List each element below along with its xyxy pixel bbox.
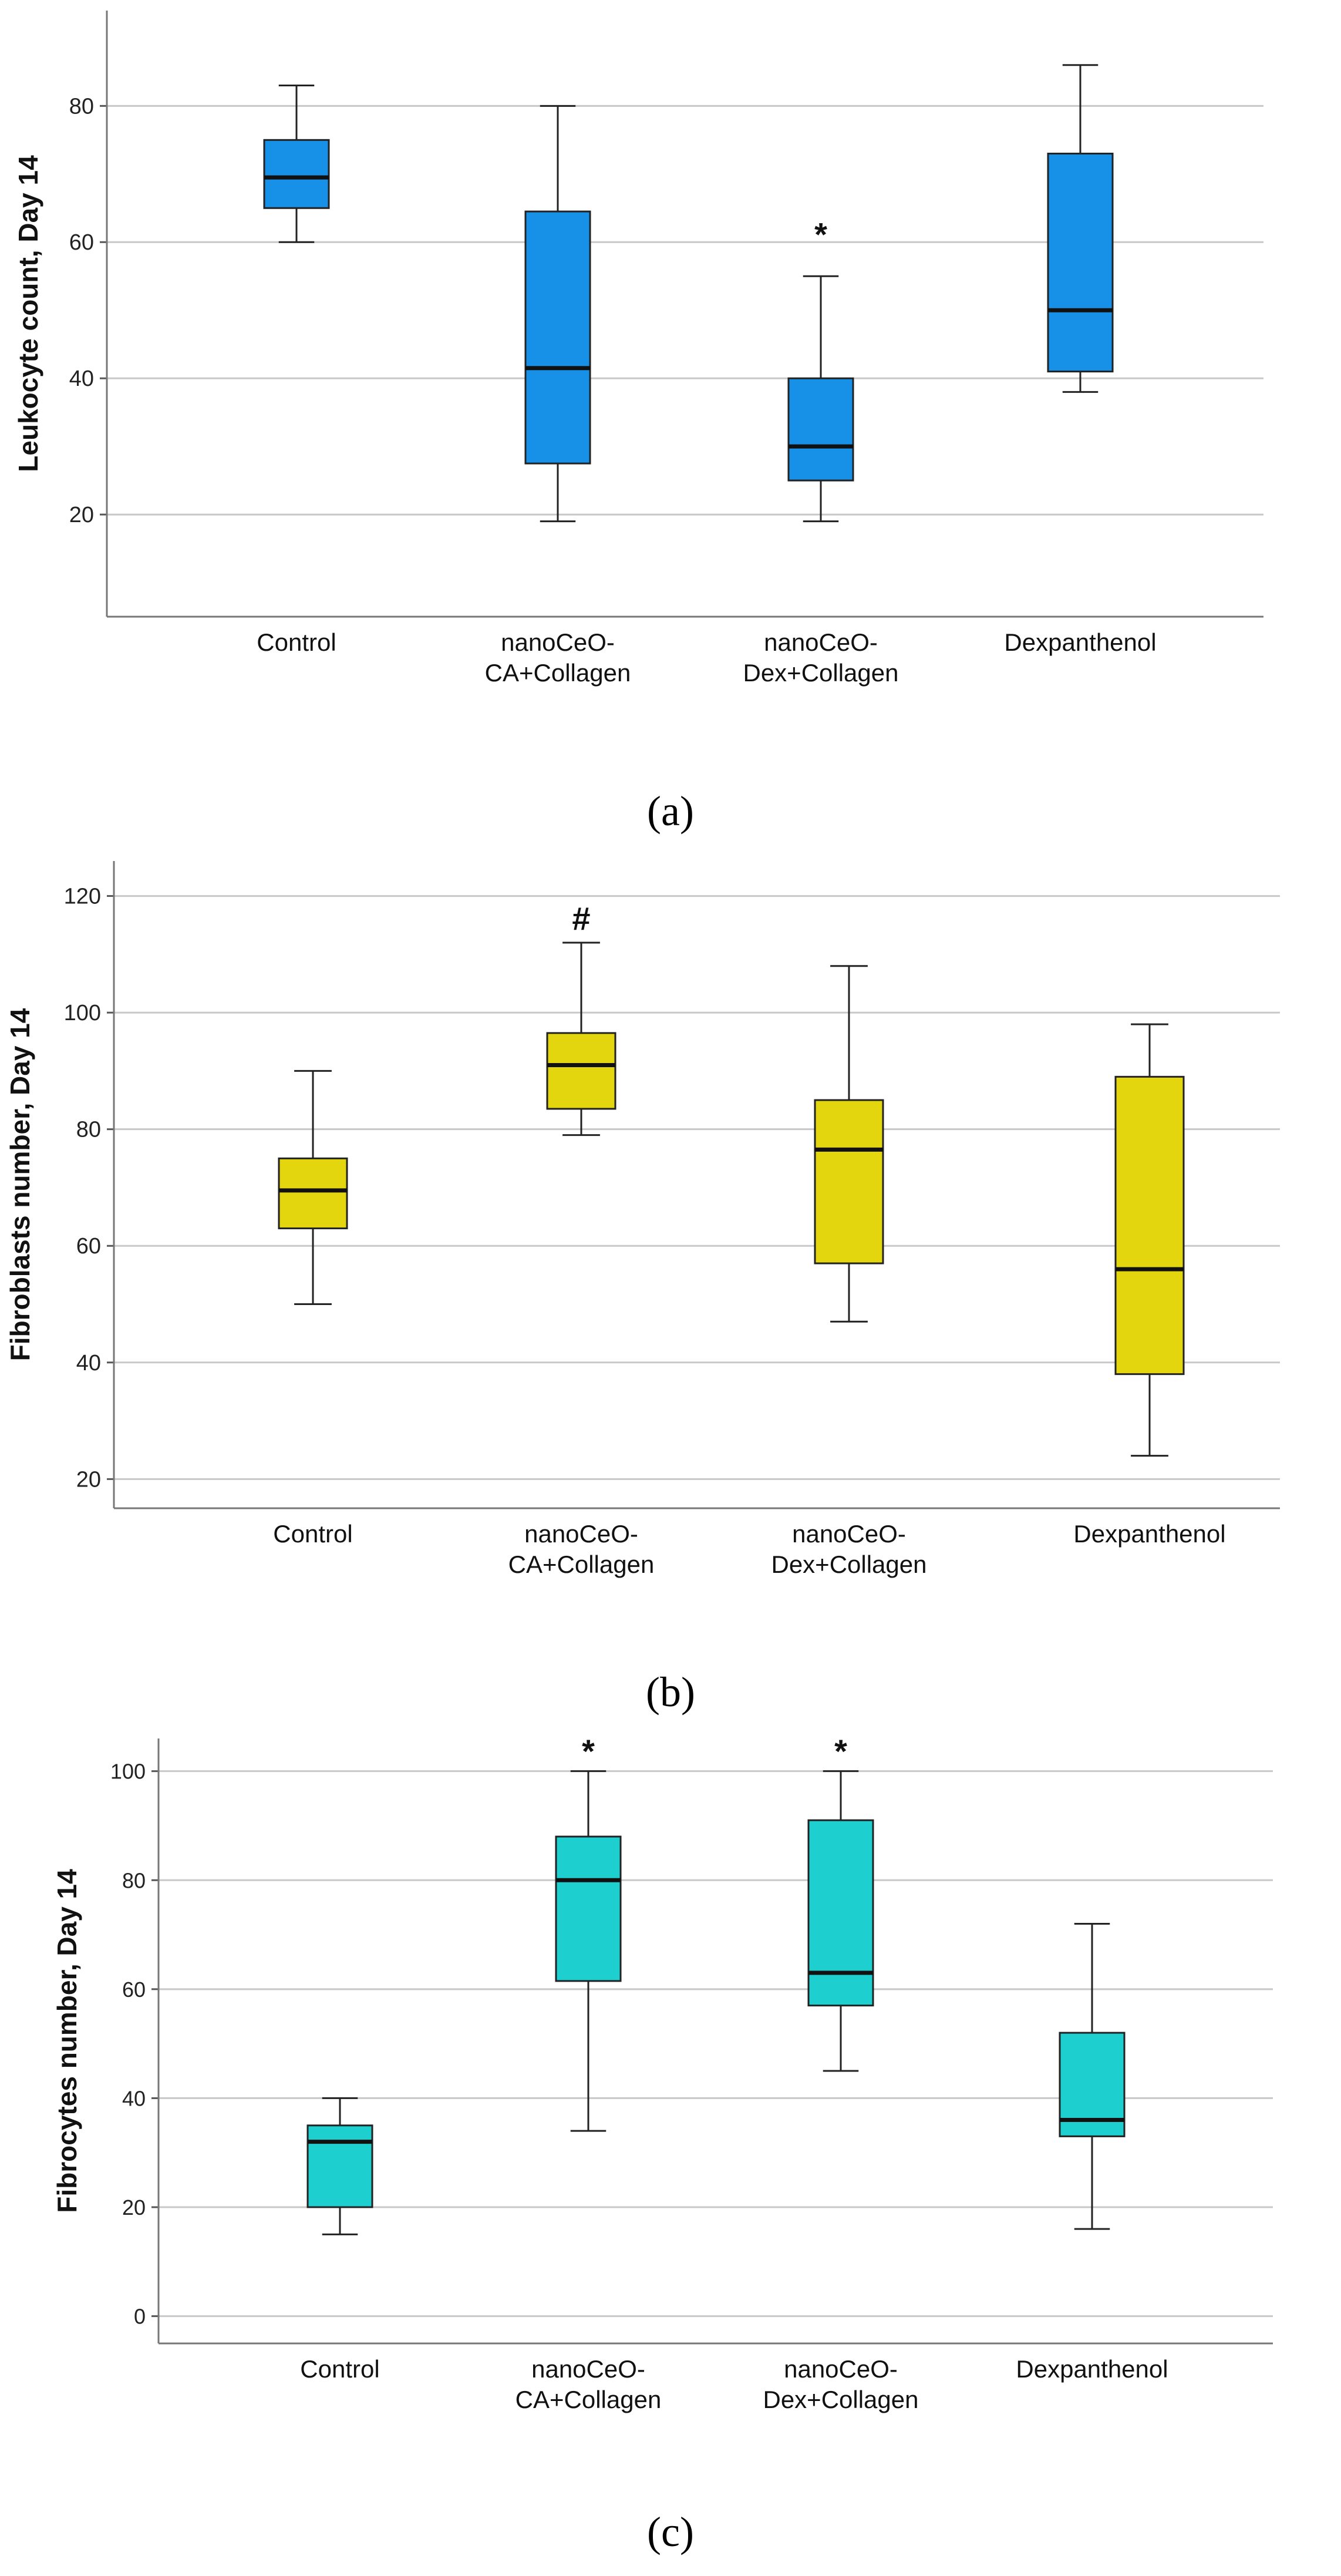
x-category-label: Control: [273, 1520, 352, 1548]
y-tick-label: 40: [69, 366, 94, 391]
box-3: [814, 965, 884, 1323]
box-1: [263, 85, 330, 243]
box-1: [306, 2097, 373, 2235]
box-iqr: [278, 1157, 348, 1229]
box-iqr: [814, 1099, 884, 1265]
x-category-label: nanoCeO-Dex+Collagen: [743, 628, 898, 687]
y-tick-label: 40: [76, 1351, 101, 1376]
box-iqr: [263, 139, 330, 209]
y-tick-label: 20: [122, 2195, 146, 2219]
box-iqr: [787, 377, 854, 482]
chart-a-leukocyte: 20 40 60 80 Leukocyte count, Day 14 Control na…: [13, 11, 1263, 687]
x-category-label: Dexpanthenol: [1073, 1520, 1225, 1548]
x-category-label: Control: [300, 2355, 379, 2383]
box-1: [278, 1070, 348, 1306]
y-tick-label: 60: [122, 1978, 146, 2002]
y-axis-label: Leukocyte count, Day 14: [13, 155, 43, 472]
box-3: [807, 1770, 874, 2072]
y-tick-label: 100: [64, 1001, 101, 1025]
x-category-label: nanoCeO-CA+Collagen: [508, 1520, 655, 1578]
panel-caption-a: (a): [647, 788, 694, 835]
box-iqr: [1047, 153, 1114, 373]
y-axis-label: Fibrocytes number, Day 14: [52, 1869, 82, 2213]
box-2: [546, 941, 616, 1136]
box-2: [524, 105, 591, 523]
panel-caption-c: (c): [647, 2508, 694, 2555]
y-tick-label: 80: [122, 1868, 146, 1892]
box-2: [555, 1770, 622, 2132]
box-iqr: [546, 1032, 616, 1110]
y-tick-label: 0: [134, 2305, 146, 2329]
y-tick-label: 80: [69, 94, 94, 119]
y-tick-label: 120: [64, 885, 101, 909]
box-iqr: [555, 1835, 622, 1982]
significance-marker: *: [834, 1733, 847, 1770]
significance-marker: *: [582, 1733, 595, 1770]
x-category-label: nanoCeO-CA+Collagen: [515, 2355, 662, 2413]
box-3: [787, 275, 854, 523]
chart-c-fibrocytes: 0 20 40 60 80 100 Fibrocytes number, Day 14 Con…: [52, 1733, 1273, 2413]
box-iqr: [306, 2124, 373, 2208]
panel-caption-b: (b): [646, 1669, 695, 1716]
significance-marker: *: [814, 216, 827, 253]
y-tick-label: 60: [69, 230, 94, 255]
box-iqr: [807, 1819, 874, 2007]
significance-marker: #: [572, 900, 590, 937]
box-4: [1047, 64, 1114, 393]
y-tick-label: 60: [76, 1234, 101, 1259]
x-category-label: nanoCeO-Dex+Collagen: [771, 1520, 926, 1578]
y-tick-label: 20: [69, 503, 94, 527]
x-category-label: nanoCeO-CA+Collagen: [485, 628, 631, 687]
x-category-label: nanoCeO-Dex+Collagen: [763, 2355, 918, 2413]
x-category-label: Dexpanthenol: [1016, 2355, 1168, 2383]
y-axis-label: Fibroblasts number, Day 14: [5, 1008, 35, 1361]
chart-b-fibroblasts: 20 40 60 80 100 120 Fibroblasts number, Day 14…: [5, 861, 1280, 1578]
box-4: [1059, 1922, 1126, 2230]
y-tick-label: 20: [76, 1467, 101, 1492]
box-4: [1114, 1023, 1185, 1457]
y-tick-label: 100: [110, 1760, 146, 1784]
y-tick-label: 40: [122, 2086, 146, 2110]
box-iqr: [1114, 1075, 1185, 1376]
y-tick-label: 80: [76, 1118, 101, 1142]
box-iqr: [524, 210, 591, 465]
x-category-label: Control: [257, 628, 336, 656]
x-category-label: Dexpanthenol: [1004, 628, 1156, 656]
